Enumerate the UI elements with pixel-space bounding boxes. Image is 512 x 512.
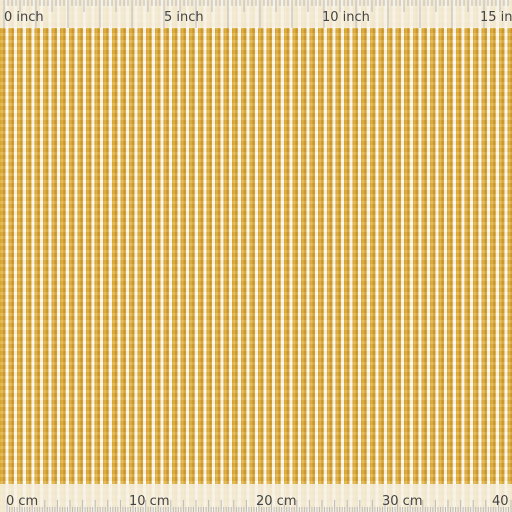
cm-label: 10 cm <box>129 494 170 509</box>
inch-label: 0 inch <box>4 10 44 25</box>
inch-label: 10 inch <box>322 10 370 25</box>
inch-label: 5 inch <box>164 10 204 25</box>
cm-label: 0 cm <box>6 494 39 509</box>
cm-label: 30 cm <box>382 494 423 509</box>
inch-label: 15 in <box>480 10 512 25</box>
cm-label: 20 cm <box>256 494 297 509</box>
cm-label: 40 <box>492 494 509 509</box>
